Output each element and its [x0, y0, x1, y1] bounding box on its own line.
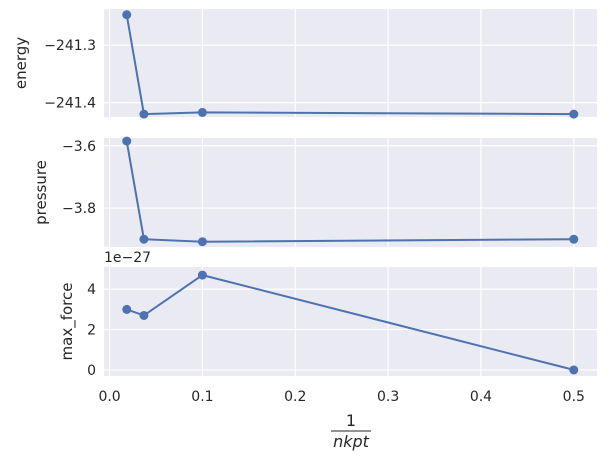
- max-force-point: [139, 310, 149, 320]
- pressure-point: [122, 136, 132, 146]
- max-force-point: [122, 304, 132, 314]
- panel-pressure-yticks: −3.6 −3.8: [62, 139, 96, 217]
- pressure-point: [569, 234, 579, 244]
- panel-max-force-grid: [104, 267, 597, 376]
- energy-point: [139, 109, 149, 119]
- max-force-y-tick-label: 4: [87, 282, 96, 298]
- x-tick-label: 0.5: [563, 389, 585, 405]
- panel-max-force-markers: [122, 270, 579, 375]
- max-force-y-tick-label: 0: [87, 363, 96, 379]
- panel-energy: −241.3 −241.4 energy: [12, 9, 597, 119]
- energy-point: [122, 10, 132, 20]
- x-axis: 0.0 0.1 0.2 0.3 0.4 0.5 1 nkpt: [98, 389, 584, 451]
- x-tick-label: 0.3: [377, 389, 399, 405]
- pressure-line: [125, 140, 574, 243]
- panel-energy-yticks: −241.3 −241.4: [44, 38, 96, 111]
- x-tick-labels: 0.0 0.1 0.2 0.3 0.4 0.5: [98, 389, 584, 405]
- energy-y-tick-label: −241.4: [44, 96, 96, 112]
- pressure-point: [197, 237, 207, 247]
- panel-max-force-background: [104, 267, 597, 376]
- energy-point: [569, 109, 579, 119]
- panel-pressure-background: [104, 138, 597, 247]
- pressure-axis-label: pressure: [32, 160, 50, 225]
- x-tick-label: 0.1: [191, 389, 213, 405]
- energy-y-tick-label: −241.3: [44, 38, 96, 54]
- panel-pressure: −3.6 −3.8 pressure: [32, 136, 597, 247]
- x-tick-label: 0.0: [98, 389, 120, 405]
- panel-max-force: 0 2 4 max_force 1e−27: [58, 250, 597, 379]
- pressure-point: [139, 234, 149, 244]
- max-force-line: [126, 274, 575, 371]
- energy-point: [197, 107, 207, 117]
- x-tick-label: 0.2: [284, 389, 306, 405]
- panel-pressure-grid: [104, 138, 597, 247]
- panel-max-force-yticks: 0 2 4: [87, 282, 96, 379]
- x-tick-label: 0.4: [470, 389, 492, 405]
- x-axis-label-denominator: nkpt: [333, 432, 370, 451]
- energy-line: [125, 14, 574, 116]
- x-axis-label-numerator: 1: [346, 411, 356, 430]
- max-force-point: [197, 270, 207, 280]
- panel-energy-background: [104, 9, 597, 117]
- max-force-point: [569, 365, 579, 375]
- pressure-y-tick-label: −3.6: [62, 139, 96, 155]
- panel-pressure-markers: [122, 136, 579, 247]
- max-force-axis-label: max_force: [58, 283, 77, 361]
- max-force-y-tick-label: 2: [87, 323, 96, 339]
- panel-energy-markers: [122, 10, 579, 119]
- max-force-offset-label: 1e−27: [104, 250, 151, 266]
- pressure-y-tick-label: −3.8: [62, 201, 96, 217]
- panel-energy-grid: [104, 9, 597, 117]
- energy-axis-label: energy: [12, 37, 30, 89]
